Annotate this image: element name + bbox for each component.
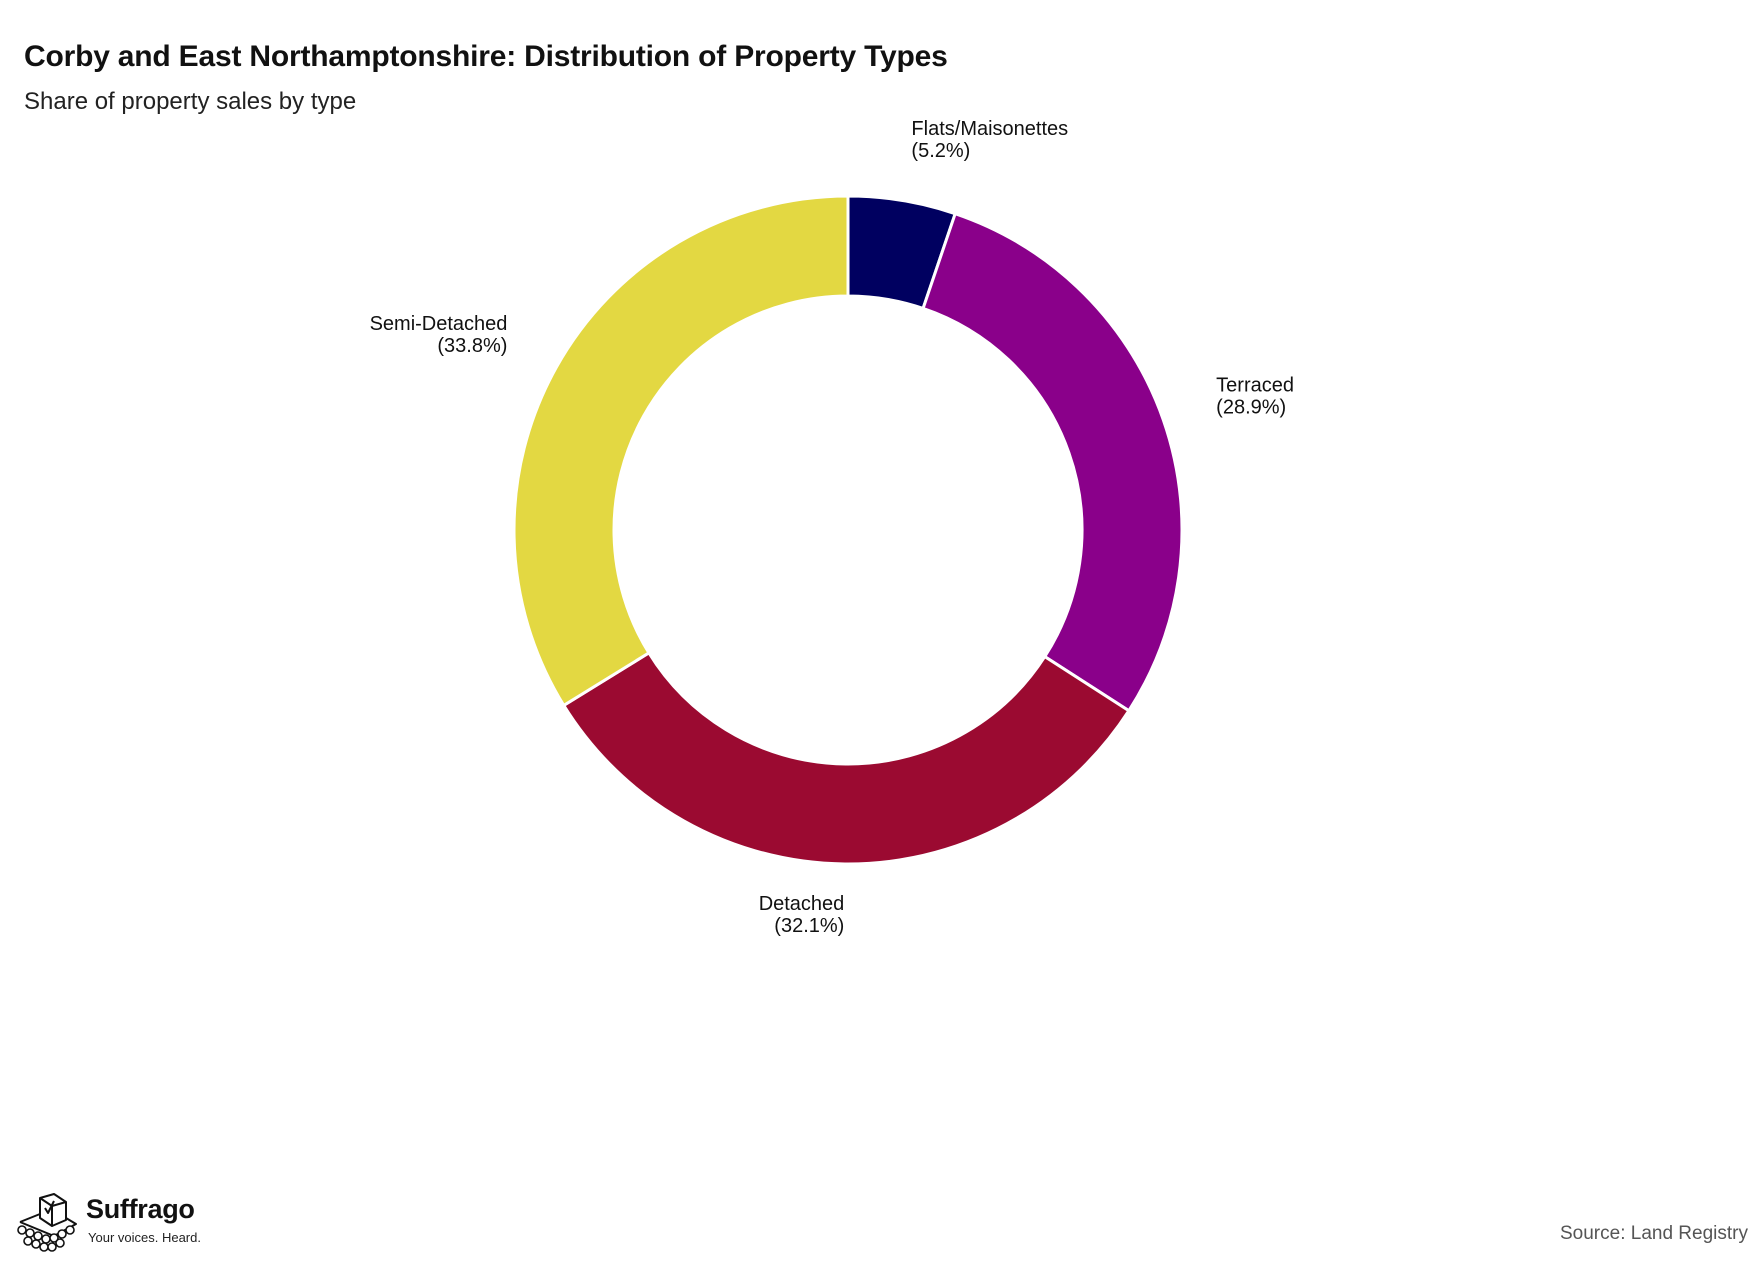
- slice-semi-detached: [512, 194, 850, 708]
- slice-label-terraced: Terraced (28.9%): [1216, 374, 1294, 418]
- source-note: Source: Land Registry: [1560, 1223, 1748, 1244]
- slice-label-semi-detached: Semi-Detached (33.8%): [370, 313, 508, 357]
- slice-label-value: (33.8%): [437, 335, 507, 357]
- slice-label-flats-maisonettes: Flats/Maisonettes (5.2%): [911, 118, 1068, 162]
- ballot-box-crowd-icon: [17, 1193, 77, 1252]
- slice-label-value: (5.2%): [911, 140, 970, 162]
- chart-subtitle: Share of property sales by type: [24, 88, 357, 115]
- slice-label-value: (28.9%): [1216, 396, 1286, 418]
- slice-detached: [561, 650, 1131, 866]
- brand-tagline: Your voices. Heard.: [88, 1230, 201, 1245]
- slice-label-name: Semi-Detached: [370, 313, 508, 335]
- chart-title: Corby and East Northamptonshire: Distrib…: [24, 40, 948, 73]
- slice-label-name: Detached: [759, 893, 845, 915]
- slice-terraced: [921, 211, 1184, 713]
- slice-label-value: (32.1%): [774, 915, 844, 937]
- brand-logo: Suffrago Your voices. Heard.: [14, 1192, 204, 1252]
- brand-name: Suffrago: [86, 1194, 195, 1224]
- slice-label-name: Flats/Maisonettes: [911, 118, 1068, 140]
- slice-label-name: Terraced: [1216, 374, 1294, 396]
- slice-label-detached: Detached (32.1%): [759, 893, 845, 937]
